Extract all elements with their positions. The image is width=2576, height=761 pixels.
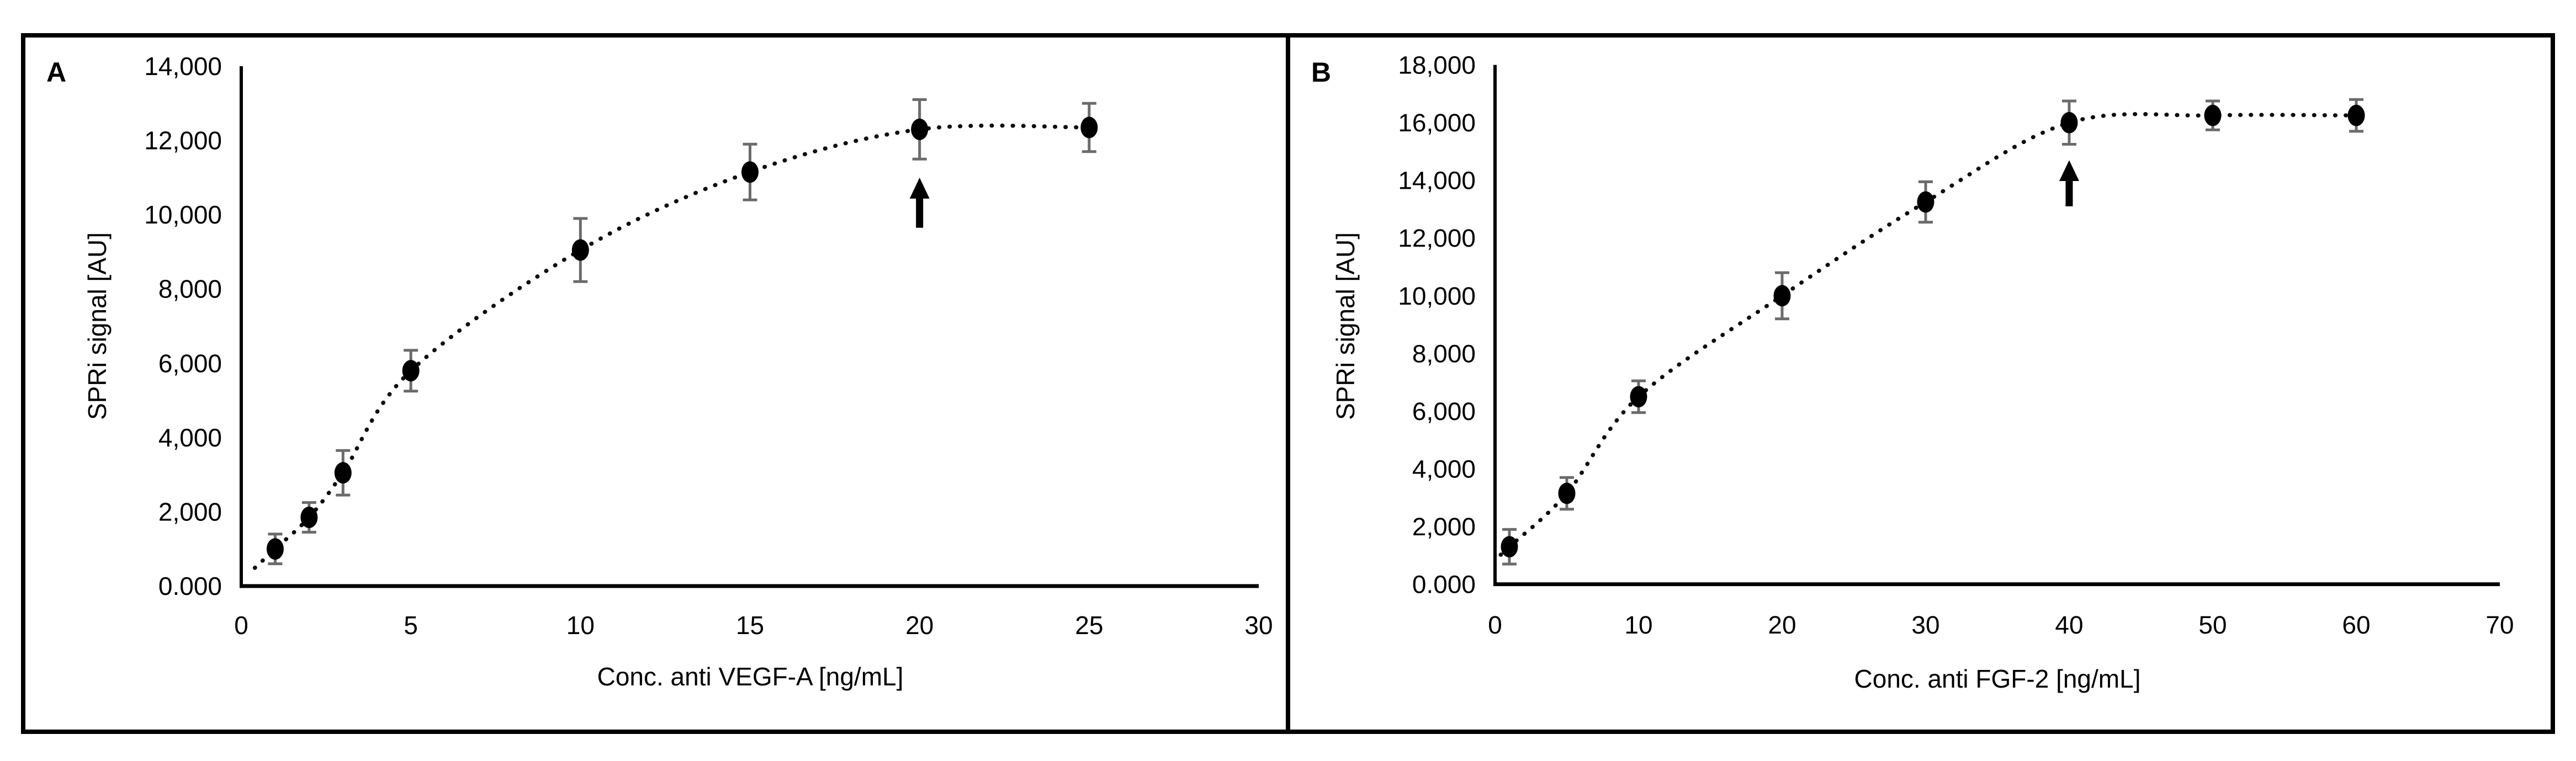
x-tick-label: 5 <box>404 611 418 640</box>
y-tick-label: 18,000 <box>1398 51 1476 79</box>
y-tick-label: 8,000 <box>158 275 222 304</box>
x-tick-label: 70 <box>2485 610 2514 639</box>
data-point <box>1080 116 1098 139</box>
x-tick-label: 40 <box>2055 610 2083 639</box>
y-tick-label: 8,000 <box>1412 339 1476 368</box>
y-tick-label: 2,000 <box>158 497 222 526</box>
y-tick-label: 10,000 <box>144 200 222 229</box>
y-tick-label: 6,000 <box>1412 397 1476 425</box>
y-axis-title-a: SPRi signal [AU] <box>83 232 112 421</box>
data-point <box>911 118 929 140</box>
y-tick-label: 2,000 <box>1412 512 1476 541</box>
dotted-trendline <box>1498 111 2358 557</box>
data-point <box>1917 191 1934 213</box>
data-point <box>300 507 318 529</box>
data-point <box>266 538 284 560</box>
chart-b-svg: 0.000 2,000 4,000 6,000 8,000 10,000 12,000 14,… <box>1398 51 2514 639</box>
y-tick-label: 4,000 <box>158 423 222 452</box>
y-tick-label: 4,000 <box>1412 455 1476 483</box>
panel-b: 0.000 2,000 4,000 6,000 8,000 10,000 12,000 14,… <box>1290 33 2555 734</box>
data-point <box>2060 111 2078 134</box>
data-point <box>2204 104 2222 126</box>
y-tick-label: 16,000 <box>1398 108 1476 137</box>
data-point <box>402 360 420 382</box>
y-tick-label: 0.000 <box>1412 570 1476 599</box>
data-point <box>571 239 589 261</box>
x-tick-label: 15 <box>736 611 764 640</box>
panel-b-label: B <box>1311 57 1332 88</box>
x-tick-label: 20 <box>905 611 934 640</box>
arrow-head-icon <box>2059 160 2079 181</box>
x-tick-label: 10 <box>566 611 595 640</box>
panel-a: 0.000 2,000 4,000 6,000 8,000 10,000 12,000 14,… <box>21 33 1290 734</box>
y-tick-label: 6,000 <box>158 349 222 377</box>
y-tick-label: 12,000 <box>1398 223 1476 252</box>
y-tick-label: 14,000 <box>144 52 222 81</box>
x-tick-label: 60 <box>2342 610 2370 639</box>
arrow-head-icon <box>909 177 930 199</box>
y-axis-title-b: SPRi signal [AU] <box>1331 232 1360 421</box>
x-tick-label: 20 <box>1768 610 1796 639</box>
x-tick-label: 30 <box>1244 611 1273 640</box>
data-point <box>2347 104 2365 126</box>
y-tick-label: 10,000 <box>1398 281 1476 310</box>
x-tick-label: 10 <box>1624 610 1652 639</box>
x-tick-label: 30 <box>1911 610 1939 639</box>
data-point <box>741 161 759 183</box>
y-tick-label: 12,000 <box>144 126 222 155</box>
data-point <box>1773 285 1791 307</box>
x-tick-label: 0 <box>234 611 248 640</box>
chart-a-svg: 0.000 2,000 4,000 6,000 8,000 10,000 12,000 14,… <box>144 52 1273 640</box>
y-tick-label: 0.000 <box>158 572 222 600</box>
x-axis-title-a: Conc. anti VEGF-A [ng/mL] <box>597 662 904 691</box>
dotted-trendline <box>252 123 1091 570</box>
data-point <box>334 462 352 484</box>
x-tick-label: 50 <box>2198 610 2227 639</box>
data-point <box>1630 386 1647 408</box>
x-tick-label: 25 <box>1075 611 1103 640</box>
data-point <box>1558 482 1576 504</box>
data-point <box>1501 536 1518 558</box>
x-tick-label: 0 <box>1488 610 1502 639</box>
panel-a-label: A <box>46 57 67 88</box>
x-axis-title-b: Conc. anti FGF-2 [ng/mL] <box>1854 664 2141 693</box>
y-tick-label: 14,000 <box>1398 166 1476 195</box>
